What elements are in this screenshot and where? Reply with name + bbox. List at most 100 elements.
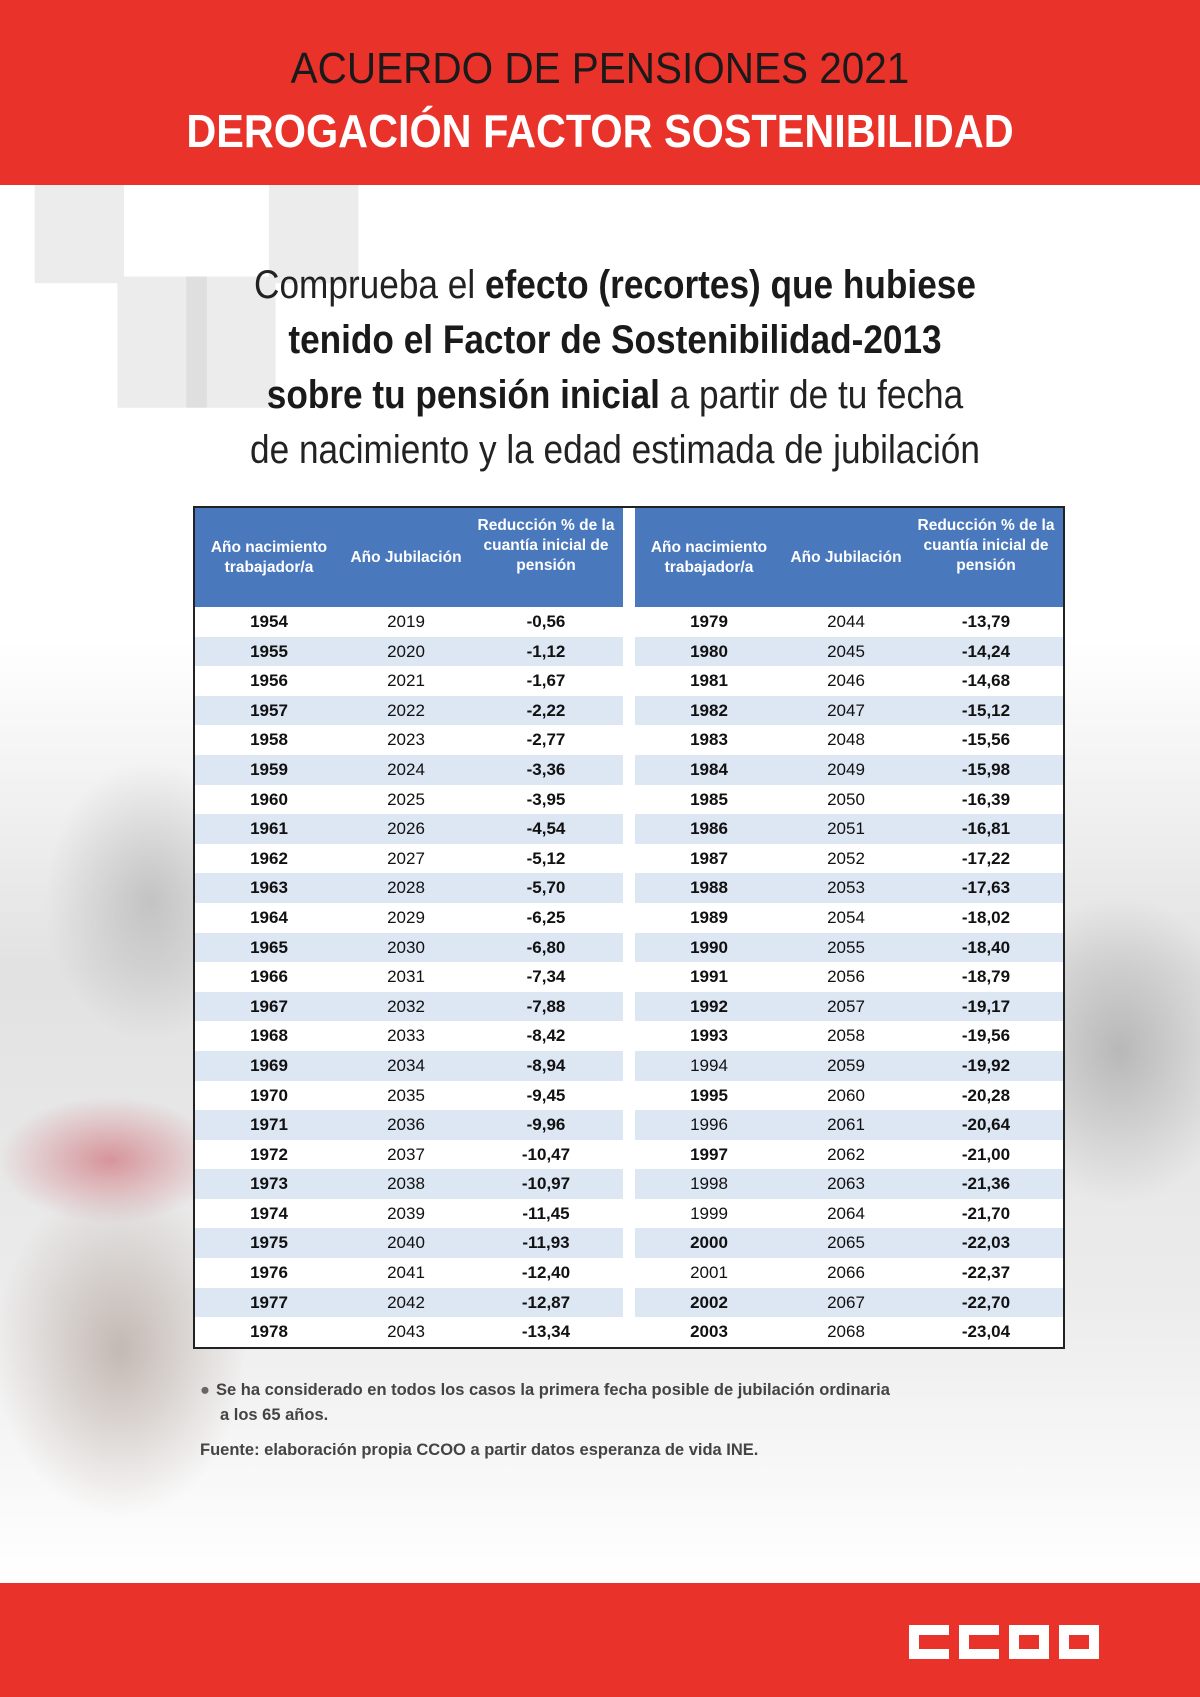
page-header: ACUERDO DE PENSIONES 2021 DEROGACIÓN FAC… [0,0,1200,185]
cell-birth-year: 1978 [250,1322,288,1342]
cell-retirement-year: 2068 [827,1322,865,1342]
cell-reduction: -1,12 [526,641,566,661]
table-row: 1988 2053 -17,63 [635,873,1063,903]
cell-birth-year: 1968 [250,1026,288,1046]
intro-line2: tenido el Factor de Sostenibilidad-2013 [288,318,942,362]
cell-birth-year: 1959 [250,759,288,779]
cell-retirement-year: 2027 [387,848,425,868]
header-retirement-year: Año Jubilación [790,548,902,566]
cell-birth-year: 1970 [250,1085,288,1105]
cell-retirement-year: 2041 [387,1263,425,1283]
cell-reduction: -21,00 [961,1144,1011,1164]
table-row: 1958 2023 -2,77 [195,725,623,755]
table-row: 1982 2047 -15,12 [635,695,1063,726]
cell-retirement-year: 2050 [827,789,865,809]
pension-reduction-table: Año nacimiento trabajador/a Año Jubilaci… [193,506,1065,1349]
cell-retirement-year: 2028 [387,878,425,898]
table-row: 2002 2067 -22,70 [635,1287,1063,1318]
cell-reduction: -22,03 [961,1233,1011,1253]
cell-retirement-year: 2062 [827,1144,865,1164]
cell-birth-year: 1989 [690,907,728,927]
table-row: 1963 2028 -5,70 [195,873,623,903]
cell-retirement-year: 2053 [827,878,865,898]
table-row: 1961 2026 -4,54 [195,814,623,844]
cell-reduction: -20,28 [961,1085,1011,1105]
cell-reduction: -20,64 [961,1115,1011,1135]
table-row: 1999 2064 -21,70 [635,1199,1063,1229]
table-row: 1975 2040 -11,93 [195,1228,623,1259]
table-row: 1980 2045 -14,24 [635,636,1063,667]
header-reduction-percent: Reducción % de la cuantía inicial de pen… [917,517,1055,574]
cell-retirement-year: 2043 [387,1322,425,1342]
intro-line4: de nacimiento y la edad estimada de jubi… [250,428,980,472]
table-row: 1976 2041 -12,40 [195,1258,623,1288]
cell-reduction: -8,94 [526,1055,566,1075]
header-title-line2: DEROGACIÓN FACTOR SOSTENIBILIDAD [186,105,1014,157]
cell-retirement-year: 2023 [387,730,425,750]
cell-retirement-year: 2024 [387,759,425,779]
cell-reduction: -6,25 [526,907,566,927]
cell-birth-year: 1963 [250,878,288,898]
cell-birth-year: 2002 [690,1292,728,1312]
table-row: 1969 2034 -8,94 [195,1050,623,1081]
cell-retirement-year: 2063 [827,1174,865,1194]
table-row: 1960 2025 -3,95 [195,785,623,815]
cell-birth-year: 1973 [250,1174,288,1194]
cell-birth-year: 1975 [250,1233,288,1253]
cell-retirement-year: 2049 [827,759,865,779]
cell-birth-year: 1997 [690,1144,728,1164]
table-row: 1990 2055 -18,40 [635,932,1063,963]
cell-birth-year: 1976 [250,1263,288,1283]
cell-reduction: -23,04 [961,1322,1011,1342]
cell-reduction: -12,40 [521,1263,571,1283]
bullet-icon: ● [200,1381,210,1399]
cell-birth-year: 1991 [690,967,728,987]
cell-birth-year: 1966 [250,967,288,987]
cell-reduction: -5,70 [526,878,566,898]
table-row: 1986 2051 -16,81 [635,814,1063,844]
cell-reduction: -16,81 [961,819,1011,839]
header-birth-year: Año nacimiento trabajador/a [210,538,328,576]
table-header: Año nacimiento trabajador/a Año Jubilaci… [195,508,623,607]
table-row: 1970 2035 -9,45 [195,1081,623,1111]
cell-birth-year: 1954 [250,612,288,631]
cell-birth-year: 1986 [690,819,728,839]
cell-retirement-year: 2031 [387,967,425,987]
cell-birth-year: 1958 [250,730,288,750]
cell-reduction: -18,02 [961,907,1011,927]
table-row: 1955 2020 -1,12 [195,636,623,667]
cell-reduction: -3,36 [526,759,566,779]
cell-birth-year: 1987 [690,848,728,868]
table-row: 1978 2043 -13,34 [195,1317,623,1347]
cell-retirement-year: 2046 [827,671,865,691]
table-row: 1998 2063 -21,36 [635,1169,1063,1199]
cell-retirement-year: 2035 [387,1085,425,1105]
cell-retirement-year: 2042 [387,1292,425,1312]
cell-retirement-year: 2019 [387,612,425,631]
cell-retirement-year: 2036 [387,1115,425,1135]
cell-birth-year: 1965 [250,937,288,957]
cell-birth-year: 1985 [690,789,728,809]
header-birth-year: Año nacimiento trabajador/a [650,538,768,576]
cell-birth-year: 1962 [250,848,288,868]
cell-retirement-year: 2048 [827,730,865,750]
cell-reduction: -14,24 [961,641,1011,661]
cell-retirement-year: 2044 [827,612,865,631]
table-row: 1989 2054 -18,02 [635,903,1063,933]
ccoo-logo [909,1625,1099,1659]
cell-retirement-year: 2055 [827,937,865,957]
cell-reduction: -19,92 [961,1055,1011,1075]
cell-reduction: -9,45 [526,1085,566,1105]
table-row: 1997 2062 -21,00 [635,1140,1063,1170]
cell-birth-year: 1990 [690,937,728,957]
cell-reduction: -10,47 [521,1144,571,1164]
cell-retirement-year: 2021 [387,671,425,691]
cell-birth-year: 1994 [690,1055,728,1075]
cell-retirement-year: 2039 [387,1203,425,1223]
cell-birth-year: 1981 [690,671,728,691]
cell-retirement-year: 2047 [827,700,865,720]
cell-retirement-year: 2066 [827,1263,865,1283]
table-row: 1964 2029 -6,25 [195,903,623,933]
cell-retirement-year: 2045 [827,641,865,661]
cell-reduction: -13,34 [521,1322,571,1342]
